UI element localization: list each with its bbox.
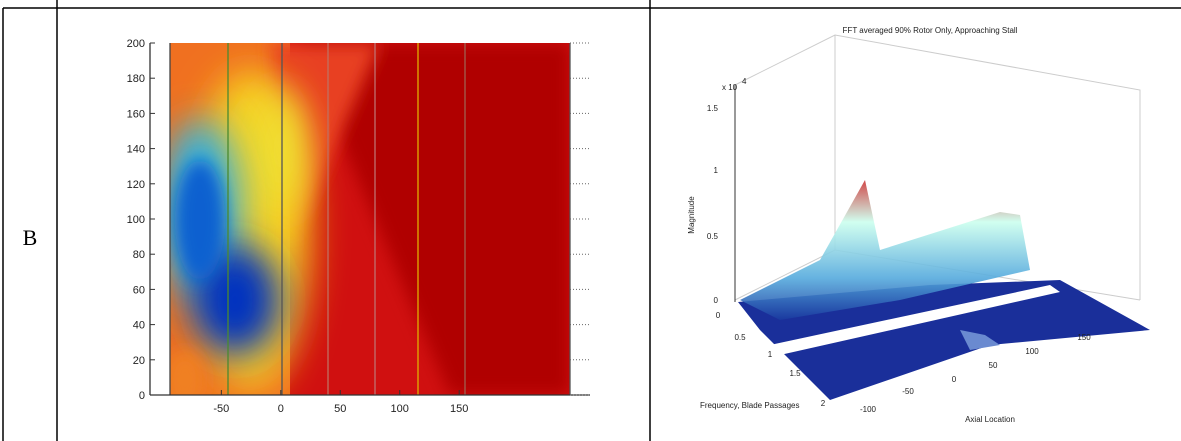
surface-base bbox=[738, 280, 1150, 400]
surface-peak bbox=[740, 180, 1030, 320]
y-tick-label: 200 bbox=[127, 38, 145, 50]
x-tick-label: 100 bbox=[391, 403, 409, 415]
scale-base: x 10 bbox=[722, 83, 738, 92]
y-tick-label: 0.5 bbox=[734, 333, 746, 342]
z-tick-label: 1 bbox=[714, 166, 719, 175]
x-tick-label: -100 bbox=[860, 405, 877, 414]
y-tick-label: 0 bbox=[139, 390, 145, 402]
y-tick-label: 140 bbox=[127, 144, 145, 156]
y-tick-label: 1 bbox=[768, 350, 773, 359]
y-tick-label: 20 bbox=[133, 355, 145, 367]
y-tick-label: 180 bbox=[127, 73, 145, 85]
y-tick-label: 160 bbox=[127, 108, 145, 120]
y-tick-label: 100 bbox=[127, 214, 145, 226]
z-tick-label: 0 bbox=[714, 296, 719, 305]
x-tick-label: 100 bbox=[1025, 347, 1039, 356]
surface-plot: FFT averaged 90% Rotor Only, Approaching… bbox=[687, 26, 1150, 424]
scale-exponent: 4 bbox=[742, 77, 747, 86]
x-label: Axial Location bbox=[965, 415, 1015, 424]
x-tick-label: -50 bbox=[213, 403, 229, 415]
x-tick-label: -50 bbox=[902, 387, 914, 396]
y-tick-label: 60 bbox=[133, 284, 145, 296]
x-tick-label: 0 bbox=[278, 403, 284, 415]
x-tick-label: 0 bbox=[952, 375, 957, 384]
y-tick-label: 40 bbox=[133, 320, 145, 332]
row-label: B bbox=[23, 225, 38, 250]
y-tick-label: 1.5 bbox=[789, 369, 801, 378]
y-tick-label: 80 bbox=[133, 249, 145, 261]
y-tick-label: 0 bbox=[716, 311, 721, 320]
z-label: Magnitude bbox=[687, 196, 696, 234]
surface-gap bbox=[770, 285, 1060, 355]
y-label: Frequency, Blade Passages bbox=[700, 401, 799, 410]
z-tick-label: 1.5 bbox=[707, 104, 719, 113]
heatmap-image bbox=[170, 43, 570, 395]
x-tick-label: 50 bbox=[989, 361, 998, 370]
z-tick-label: 0.5 bbox=[707, 232, 719, 241]
x-tick-label: 150 bbox=[1077, 333, 1091, 342]
plot-title: FFT averaged 90% Rotor Only, Approaching… bbox=[843, 26, 1018, 35]
x-tick-label: 50 bbox=[334, 403, 346, 415]
y-tick-label: 120 bbox=[127, 179, 145, 191]
surface-bump bbox=[960, 330, 1000, 350]
y-tick-label: 2 bbox=[821, 399, 826, 408]
x-tick-label: 150 bbox=[450, 403, 468, 415]
